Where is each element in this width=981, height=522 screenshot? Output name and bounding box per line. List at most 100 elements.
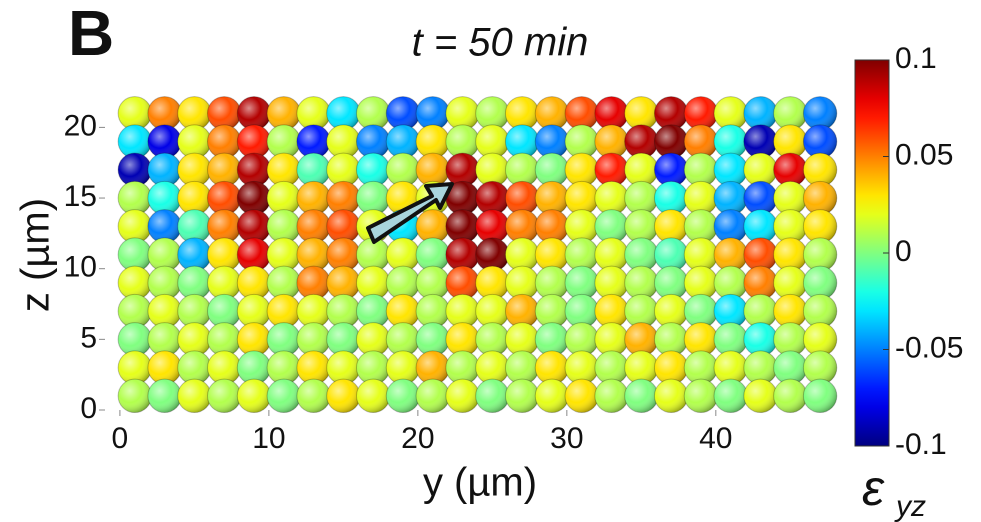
particle-shading — [445, 266, 480, 300]
particle-shading — [505, 294, 539, 328]
particle-shading — [594, 350, 629, 385]
particle-shading — [773, 237, 807, 272]
particle-shading — [326, 322, 361, 357]
particle-shading — [296, 350, 331, 385]
particle-shading — [773, 96, 807, 130]
particle-shading — [267, 379, 301, 413]
particle-shading — [416, 294, 450, 328]
particle-shading — [684, 379, 718, 413]
particle-shading — [803, 294, 837, 328]
particle-shading — [237, 322, 271, 357]
colorbar-label-subscript: yz — [894, 490, 926, 522]
chart-title: t = 50 min — [412, 21, 589, 65]
particle-shading — [594, 266, 629, 300]
particle-shading — [118, 153, 152, 187]
particle-shading — [565, 379, 599, 413]
particle-shading — [505, 124, 539, 159]
particle-shading — [356, 96, 390, 130]
particle-shading — [147, 294, 182, 328]
particle-shading — [624, 350, 659, 385]
particle-shading — [714, 237, 748, 272]
particle-shading — [356, 237, 390, 272]
particle-shading — [565, 124, 599, 159]
particle-shading — [326, 266, 361, 300]
particle-shading — [624, 181, 659, 215]
particle-shading — [416, 350, 450, 385]
particle-shading — [594, 96, 629, 130]
particle-shading — [237, 350, 271, 385]
particle-shading — [773, 181, 807, 215]
particle-shading — [475, 181, 510, 215]
particle-shading — [177, 379, 212, 413]
particle-shading — [624, 153, 659, 187]
particle-shading — [803, 322, 837, 357]
panel-label: B — [68, 0, 114, 69]
particle-shading — [535, 294, 569, 328]
particle-shading — [624, 96, 659, 130]
particle-shading — [296, 237, 331, 272]
particle-shading — [177, 237, 212, 272]
particle-shading — [505, 379, 539, 413]
particle-shading — [356, 379, 390, 413]
y-tick-label: 5 — [80, 321, 97, 354]
particle-shading — [505, 322, 539, 357]
particle-shading — [296, 379, 331, 413]
particle-shading — [654, 153, 688, 187]
particle-shading — [207, 96, 241, 130]
particle-shading — [386, 237, 420, 272]
particle-shading — [416, 153, 450, 187]
particle-shading — [743, 294, 778, 328]
colorbar-tick-label: 0.1 — [895, 42, 937, 75]
particle-shading — [624, 237, 659, 272]
particle-shading — [207, 153, 241, 187]
particle-shading — [803, 379, 837, 413]
particle-shading — [654, 322, 688, 357]
particle-shading — [594, 181, 629, 215]
particle-shading — [237, 153, 271, 187]
particle-shading — [773, 153, 807, 187]
particle-shading — [237, 209, 271, 243]
particle-shading — [684, 350, 718, 385]
particle-shading — [714, 181, 748, 215]
x-axis-label: y (µm) — [423, 461, 537, 505]
particle-shading — [386, 96, 420, 130]
particle-shading — [803, 350, 837, 385]
particle-shading — [714, 266, 748, 300]
x-tick-label: 40 — [699, 422, 732, 455]
particle-shading — [803, 266, 837, 300]
particle-shading — [326, 209, 361, 243]
particle-shading — [475, 209, 510, 243]
particle-shading — [475, 124, 510, 159]
particle-shading — [296, 96, 331, 130]
particle-shading — [237, 237, 271, 272]
particle-shading — [654, 266, 688, 300]
y-tick-label: 15 — [64, 180, 97, 213]
particle-shading — [743, 153, 778, 187]
x-tick-label: 20 — [401, 422, 434, 455]
x-tick-label: 10 — [252, 422, 285, 455]
particle-shading — [535, 153, 569, 187]
particle-shading — [356, 153, 390, 187]
particle-shading — [654, 124, 688, 159]
particle-shading — [386, 350, 420, 385]
particle-shading — [773, 266, 807, 300]
particle-shading — [118, 237, 152, 272]
plot-area — [117, 96, 838, 414]
particle-shading — [684, 124, 718, 159]
particle-shading — [654, 181, 688, 215]
particle-shading — [356, 294, 390, 328]
particle-shading — [684, 181, 718, 215]
particle-shading — [118, 181, 152, 215]
colorbar-tick-label: -0.05 — [895, 331, 963, 364]
particle-shading — [654, 96, 688, 130]
particle-shading — [267, 181, 301, 215]
particle-shading — [743, 124, 778, 159]
particle-shading — [147, 124, 182, 159]
particle-shading — [177, 153, 212, 187]
particle-shading — [773, 124, 807, 159]
y-tick-label: 20 — [64, 109, 97, 142]
particle-shading — [475, 294, 510, 328]
particle-shading — [177, 181, 212, 215]
particle-shading — [356, 322, 390, 357]
